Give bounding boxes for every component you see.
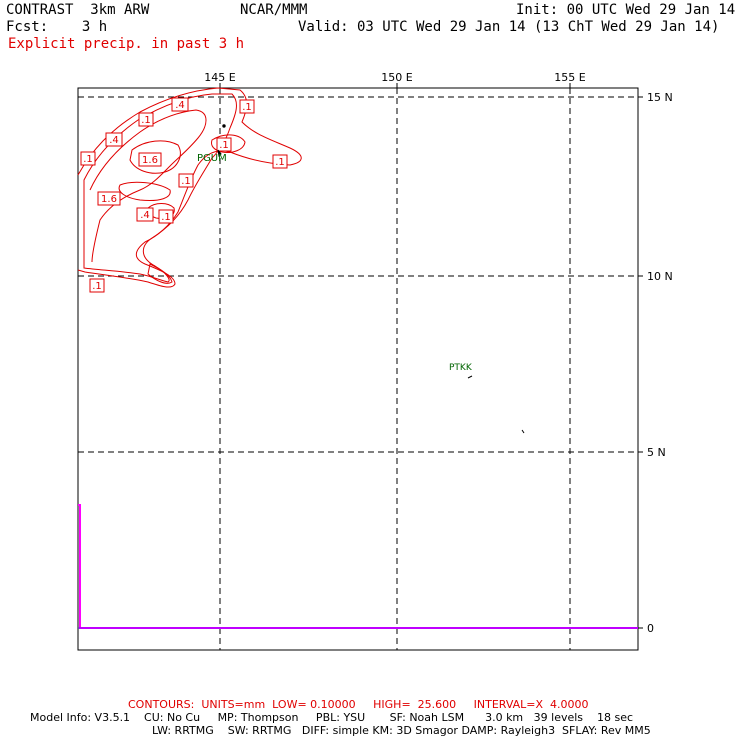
lon-label-145: 145 E [204, 71, 235, 84]
contour-label: .4 [136, 207, 154, 222]
svg-text:.1: .1 [219, 140, 229, 151]
lat-label-10n: 10 N [647, 270, 673, 283]
lat-label-0: 0 [647, 622, 654, 635]
contour-label: 1.6 [138, 152, 162, 167]
contour-label: .1 [89, 278, 105, 293]
lat-label-5n: 5 N [647, 446, 666, 459]
contour-label: .4 [105, 132, 123, 147]
contour-label: .1 [138, 112, 154, 127]
init-time: Init: 00 UTC Wed 29 Jan 14 [516, 2, 736, 18]
contour-labels: .4 .1 .4 .1 .1 1.6 .1 .1 .1 1.6 .4 .1 .1 [80, 97, 288, 293]
svg-text:.1: .1 [275, 157, 285, 168]
center-label: NCAR/MMM [240, 2, 308, 18]
island-marks [217, 124, 525, 434]
map-frame [77, 87, 639, 651]
svg-text:.1: .1 [161, 212, 171, 223]
contour-label: .4 [171, 97, 189, 112]
profile-line [78, 504, 638, 629]
contour-label: .1 [239, 99, 255, 114]
valid-time: Valid: 03 UTC Wed 29 Jan 14 (13 ChT Wed … [298, 19, 720, 35]
station-pgum: PGUM [197, 153, 227, 164]
field-title: Explicit precip. in past 3 h [8, 36, 245, 52]
forecast-hour: Fcst: 3 h [6, 19, 108, 35]
svg-text:.4: .4 [109, 135, 119, 146]
grid-lines [78, 88, 638, 650]
contour-label: .1 [272, 154, 288, 169]
contour-info: CONTOURS: UNITS=mm LOW= 0.10000 HIGH= 25… [128, 698, 589, 711]
contour-label: .1 [158, 209, 174, 224]
lon-label-150: 150 E [381, 71, 412, 84]
precip-contours [77, 87, 302, 288]
svg-text:.1: .1 [92, 281, 102, 292]
lon-label-155: 155 E [554, 71, 585, 84]
model-info-line1: Model Info: V3.5.1 CU: No Cu MP: Thompso… [30, 711, 634, 724]
svg-text:.1: .1 [242, 102, 252, 113]
station-ptkk: PTKK [449, 363, 473, 373]
lat-label-15n: 15 N [647, 91, 673, 104]
contour-label: .1 [80, 151, 96, 166]
svg-text:.4: .4 [175, 100, 185, 111]
contour-label: 1.6 [97, 191, 121, 206]
model-title: CONTRAST 3km ARW [6, 2, 150, 18]
svg-text:.1: .1 [181, 176, 191, 187]
svg-text:.1: .1 [141, 115, 151, 126]
contour-label: .1 [216, 137, 232, 152]
contour-label: .1 [178, 173, 194, 188]
svg-text:.1: .1 [83, 154, 93, 165]
model-info-line2: LW: RRTMG SW: RRTMG DIFF: simple KM: 3D … [152, 724, 651, 737]
svg-text:1.6: 1.6 [101, 194, 117, 205]
svg-text:.4: .4 [140, 210, 150, 221]
svg-text:1.6: 1.6 [142, 155, 158, 166]
